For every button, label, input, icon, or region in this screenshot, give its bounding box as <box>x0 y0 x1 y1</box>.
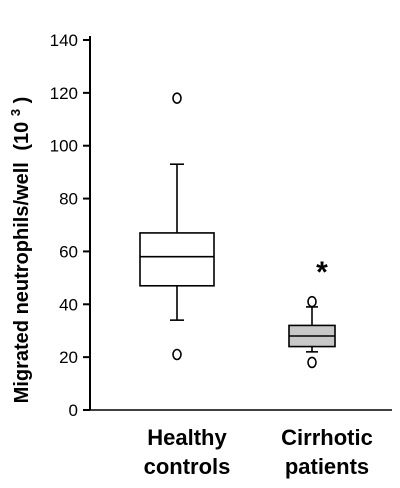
x-category-label-line1: Cirrhotic <box>281 425 373 450</box>
y-axis-label: Migrated neutrophils/well (10 3 ) <box>3 97 33 404</box>
y-tick-label: 40 <box>59 295 78 314</box>
x-category-label-line1: Healthy <box>147 425 227 450</box>
outlier-point <box>307 356 317 369</box>
y-axis-label-unit-exponent: 3 <box>8 109 23 116</box>
y-tick-label: 0 <box>69 401 78 420</box>
outlier-point <box>172 92 182 104</box>
x-category-label-line2: controls <box>144 454 231 479</box>
box-group: * <box>288 256 336 369</box>
y-tick-label: 60 <box>59 242 78 261</box>
y-axis-label-text: Migrated neutrophils/well <box>11 162 33 403</box>
x-category-label-line2: patients <box>285 454 369 479</box>
plot-area: 0 20 40 60 80 100 120 140 * Healthy controls Cirrho… <box>50 31 392 479</box>
box-group <box>139 92 215 361</box>
y-tick-label: 100 <box>50 137 78 156</box>
y-axis-label-unit-close: ) <box>11 97 33 104</box>
y-tick-label: 140 <box>50 31 78 50</box>
y-tick-label: 80 <box>59 190 78 209</box>
y-tick-label: 20 <box>59 348 78 367</box>
iqr-box <box>139 232 215 287</box>
y-axis-label-unit: (10 <box>11 122 33 151</box>
y-tick-label: 120 <box>50 84 78 103</box>
outlier-point <box>307 295 317 308</box>
outlier-point <box>172 348 182 361</box>
significance-marker: * <box>316 256 328 289</box>
